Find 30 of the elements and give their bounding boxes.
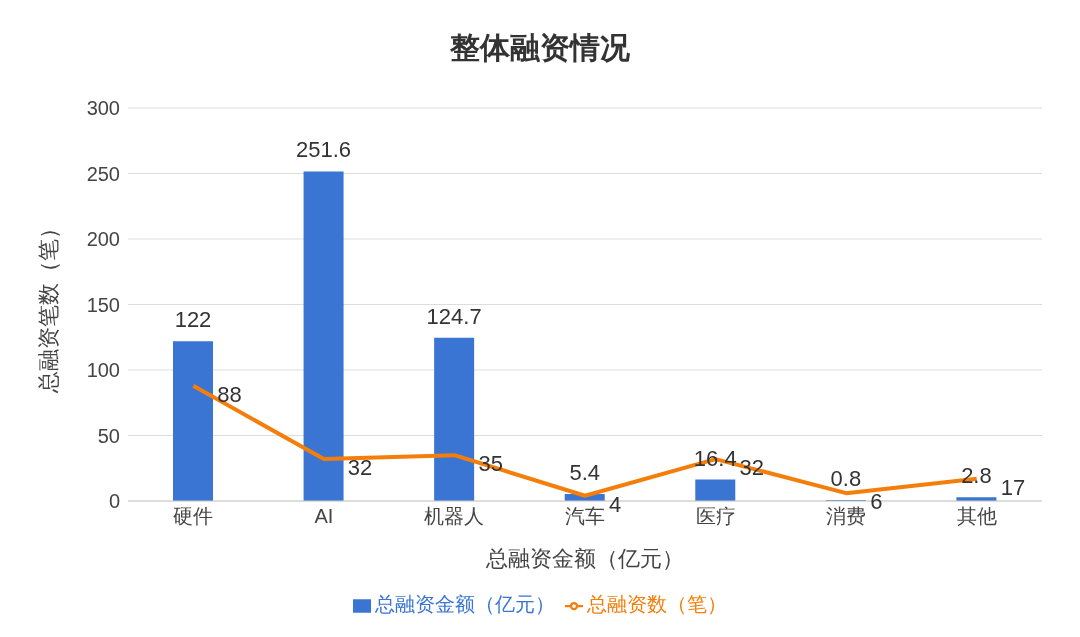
x-tick-label: 消费 bbox=[826, 505, 867, 528]
x-tick-label: 医疗 bbox=[695, 505, 736, 528]
data-label: 2.8 bbox=[961, 463, 992, 489]
y-tick-label: 0 bbox=[108, 490, 120, 513]
data-label: 17 bbox=[1000, 474, 1026, 500]
data-label: 6 bbox=[870, 489, 883, 515]
y-tick-label: 100 bbox=[86, 359, 120, 382]
legend-label: 总融资金额（亿元） bbox=[375, 593, 555, 615]
y-axis-title: 总融资笔数（笔） bbox=[35, 216, 61, 394]
y-tick-label: 150 bbox=[86, 293, 120, 316]
x-tick-label: 其他 bbox=[956, 505, 997, 528]
x-tick-label: 汽车 bbox=[565, 505, 605, 528]
x-tick-label: 机器人 bbox=[424, 505, 485, 528]
data-label: 124.7 bbox=[426, 303, 482, 329]
x-axis-title: 总融资金额（亿元） bbox=[485, 546, 684, 571]
x-tick-label: AI bbox=[314, 505, 334, 528]
y-tick-label: 200 bbox=[86, 228, 120, 251]
y-tick-label: 250 bbox=[86, 162, 120, 185]
data-label: 5.4 bbox=[569, 459, 601, 485]
data-label: 251.6 bbox=[296, 137, 352, 163]
y-tick-label: 50 bbox=[97, 424, 120, 447]
x-tick-label: 硬件 bbox=[173, 505, 214, 528]
legend-label: 总融资数（笔） bbox=[587, 593, 727, 615]
chart-title: 整体融资情况 bbox=[449, 30, 631, 66]
data-label: 0.8 bbox=[830, 465, 862, 491]
y-tick-label: 300 bbox=[86, 97, 120, 120]
data-label: 122 bbox=[174, 307, 212, 333]
data-label: 88 bbox=[217, 381, 242, 407]
data-label: 4 bbox=[609, 491, 622, 517]
data-label: 32 bbox=[347, 455, 373, 481]
